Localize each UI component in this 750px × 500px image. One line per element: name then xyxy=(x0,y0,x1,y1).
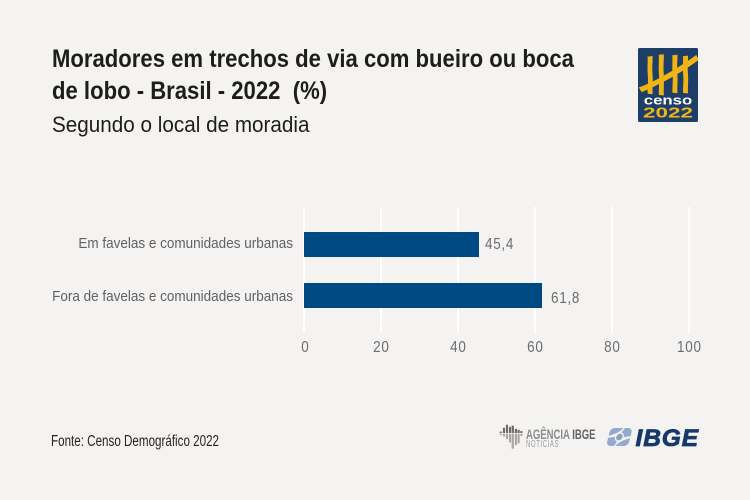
svg-text:2022: 2022 xyxy=(643,106,693,122)
svg-text:censo: censo xyxy=(644,93,693,108)
